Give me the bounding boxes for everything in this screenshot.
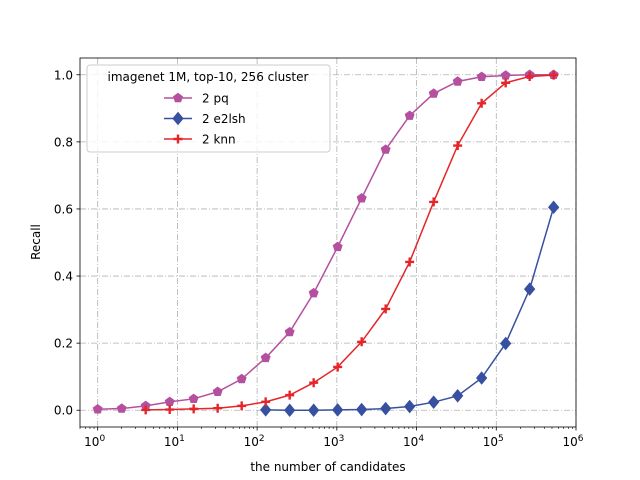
data-point [173,92,183,103]
y-tick-label: 0.2 [54,337,73,351]
data-point [189,404,199,414]
data-point [212,386,223,396]
legend-entry: 2 knn [164,133,236,147]
data-point [116,403,127,413]
x-tick-label: 103 [323,434,344,449]
data-point [381,304,391,314]
y-axis-label: Recall [29,224,43,260]
y-tick-label: 0.4 [54,270,73,284]
data-point [333,362,343,372]
data-point [404,110,415,120]
legend-entry: 2 pq [164,92,229,106]
data-point [173,134,183,144]
data-point [332,241,343,252]
legend-title: imagenet 1M, top-10, 256 cluster [108,70,309,84]
data-point [261,397,271,407]
data-point [428,395,440,409]
data-point [236,373,247,384]
legend-label: 2 pq [202,92,229,106]
x-tick-label: 100 [84,434,105,449]
x-tick-label: 106 [562,434,583,449]
data-point [260,403,272,417]
legend-entries: 2 pq 2 e2lsh 2 knn [164,92,246,147]
x-axis-label: the number of candidates [250,460,405,474]
data-point [332,403,344,417]
data-point [452,76,463,86]
legend: imagenet 1M, top-10, 256 cluster 2 pq 2 e… [86,64,331,153]
axes-frame [79,57,577,428]
data-point [213,403,223,413]
legend-label: 2 e2lsh [202,112,246,126]
data-point [477,98,487,108]
data-point [380,144,391,154]
y-tick-label: 0.6 [54,202,73,216]
data-point [453,141,463,151]
x-tick-label: 105 [483,434,504,449]
data-point [284,326,295,337]
data-point [308,287,319,298]
y-tick-label: 0.0 [54,404,73,418]
data-point [356,402,368,417]
data-point [260,352,271,363]
data-point [549,70,559,80]
data-point [405,257,415,267]
data-point [356,193,367,203]
data-point [308,403,320,418]
data-point [141,405,151,415]
data-point [237,401,247,411]
data-point [284,403,296,418]
data-point [452,389,464,403]
data-point [499,336,512,351]
data-point [525,71,535,81]
series-layer [92,69,560,418]
data-point [523,282,536,296]
legend-label: 2 knn [202,133,236,147]
data-point [165,405,175,415]
y-tick-label: 1.0 [54,68,73,82]
data-point [188,393,199,404]
legend-box [86,64,331,153]
data-point [476,71,487,82]
data-point [429,197,439,207]
x-tick-label: 102 [244,434,265,449]
data-point [404,399,416,414]
data-point [309,378,319,388]
series-2-knn [141,70,559,415]
data-point [428,88,439,98]
data-point [172,111,184,126]
legend-entry: 2 e2lsh [164,111,246,126]
data-point [357,337,367,347]
x-tick-label: 104 [403,434,424,449]
data-point [92,404,103,414]
series-2-e2lsh [260,200,560,418]
data-point [501,78,511,88]
x-tick-label: 101 [164,434,185,449]
data-point [547,200,560,215]
y-tick-label: 0.8 [54,135,73,149]
data-point [380,401,392,416]
ticks: 100 101 102 103 104 105 106 0.0 0.2 0.4 0.6 0.8 1.0 [54,68,584,449]
data-point [476,371,488,385]
data-point [285,390,295,400]
series-2-pq [92,69,559,414]
